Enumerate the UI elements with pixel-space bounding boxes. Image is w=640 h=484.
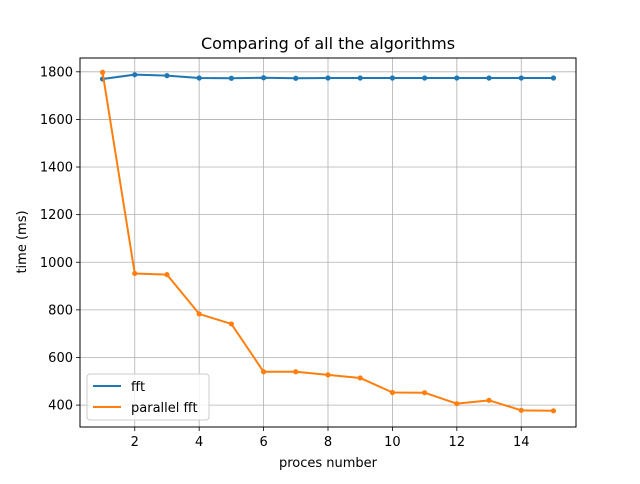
- series-layer: [99, 69, 557, 414]
- y-tick-label: 600: [48, 351, 73, 366]
- legend: fft parallel fft: [86, 373, 210, 421]
- data-point-fft: [389, 75, 396, 81]
- y-tick-label: 1400: [40, 161, 73, 176]
- data-point-parallel-fft: [325, 372, 331, 378]
- data-point-fft: [228, 75, 234, 81]
- data-point-fft: [518, 75, 524, 81]
- x-tick-label: 10: [384, 435, 401, 450]
- y-tick-label: 1000: [40, 256, 73, 271]
- data-point-fft: [454, 75, 460, 81]
- data-point-fft: [357, 75, 363, 81]
- data-point-fft: [260, 75, 267, 81]
- data-point-fft: [422, 75, 428, 81]
- y-tick-label: 1600: [40, 113, 73, 128]
- data-point-parallel-fft: [357, 375, 363, 381]
- x-tick-label: 12: [449, 435, 466, 450]
- data-point-fft: [486, 75, 492, 81]
- y-tick-label: 400: [48, 399, 73, 414]
- x-axis-label: proces number: [279, 456, 378, 471]
- data-point-fft: [196, 75, 202, 81]
- data-point-parallel-fft: [518, 407, 524, 413]
- y-axis-label: time (ms): [15, 210, 30, 273]
- data-point-parallel-fft: [389, 389, 396, 396]
- legend-label-parallel-fft: parallel fft: [131, 401, 198, 416]
- data-point-parallel-fft: [228, 321, 234, 327]
- y-tick-label: 1800: [40, 65, 73, 80]
- axis-ticks: 2 4 6 8 10 12 14 400 600 800 1000 1200 1400 1600 1800: [40, 65, 530, 450]
- chart-title: Comparing of all the algorithms: [201, 34, 455, 53]
- data-point-parallel-fft: [422, 390, 428, 396]
- data-point-fft: [550, 75, 557, 81]
- y-tick-label: 1200: [40, 208, 73, 223]
- data-point-parallel-fft: [99, 69, 106, 75]
- data-point-parallel-fft: [196, 311, 202, 317]
- data-point-fft: [132, 72, 138, 78]
- data-point-parallel-fft: [550, 408, 557, 414]
- data-point-parallel-fft: [293, 369, 299, 375]
- x-tick-label: 6: [259, 435, 267, 450]
- y-tick-label: 800: [48, 303, 73, 318]
- data-point-parallel-fft: [454, 401, 460, 407]
- data-point-fft: [293, 75, 299, 81]
- data-point-fft: [325, 75, 331, 81]
- x-tick-label: 8: [324, 435, 332, 450]
- data-point-parallel-fft: [486, 397, 492, 403]
- x-tick-label: 2: [131, 435, 139, 450]
- data-point-parallel-fft: [260, 369, 267, 375]
- legend-label-fft: fft: [131, 380, 145, 395]
- x-tick-label: 14: [513, 435, 530, 450]
- data-point-fft: [164, 73, 170, 79]
- data-point-parallel-fft: [132, 270, 138, 277]
- x-tick-label: 4: [195, 435, 203, 450]
- data-point-parallel-fft: [164, 272, 170, 278]
